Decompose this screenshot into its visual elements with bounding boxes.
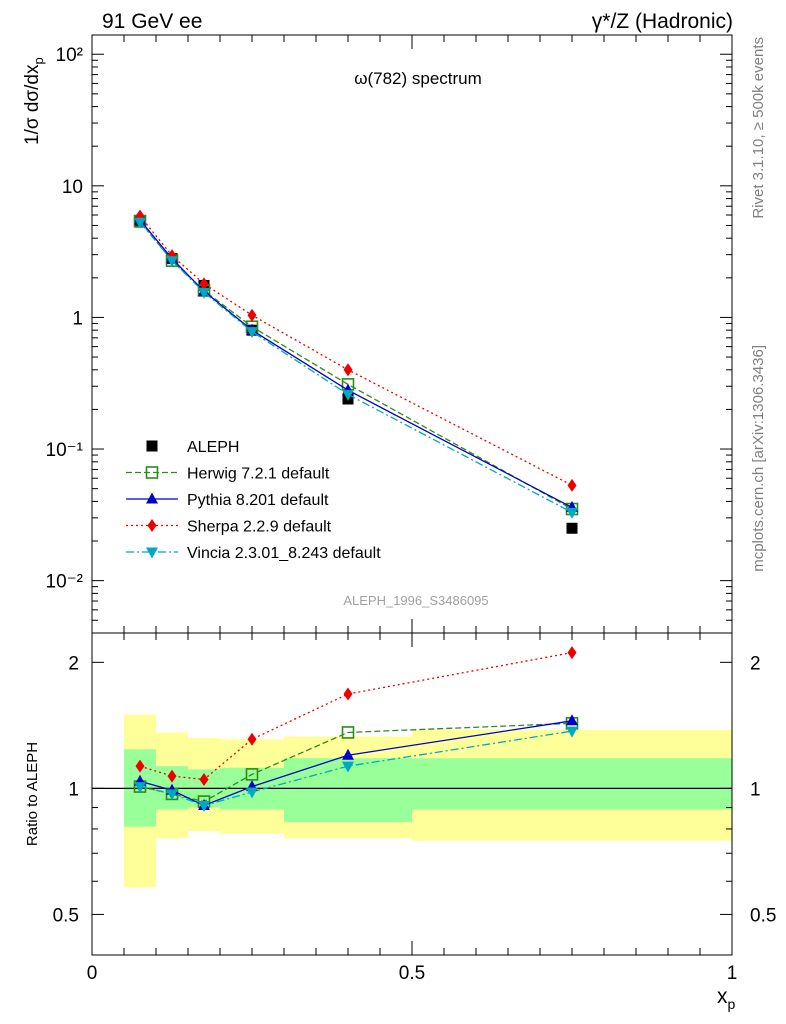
ratio-y-tick-label: 2 xyxy=(68,653,79,674)
ratio-y-tick-label-right: 2 xyxy=(750,653,761,674)
legend-label-pythia-8-201-default: Pythia 8.201 default xyxy=(187,492,329,509)
chart-title: ω(782) spectrum xyxy=(354,69,482,88)
main-y-tick-label: 10 xyxy=(62,177,83,198)
main-line-herwig-7-2-1-default xyxy=(139,220,573,510)
ratio-point-sherpa-2-2-9-default xyxy=(135,759,145,773)
main-y-tick-label: 10² xyxy=(56,45,83,66)
ratio-panel-series xyxy=(133,646,579,813)
x-tick-label: 1 xyxy=(727,963,738,984)
header-right: γ*/Z (Hadronic) xyxy=(592,10,733,33)
main-point-vincia-2-3-01-8-243-default xyxy=(134,217,146,229)
main-point-vincia-2-3-01-8-243-default xyxy=(198,287,210,299)
legend-label-vincia-2-3-01-8-243-default: Vincia 2.3.01_8.243 default xyxy=(187,545,381,562)
main-point-sherpa-2-2-9-default xyxy=(247,308,257,322)
legend-label-herwig-7-2-1-default: Herwig 7.2.1 default xyxy=(187,466,330,483)
mcplots-label: mcplots.cern.ch [arXiv:1306.3436] xyxy=(750,345,767,572)
ratio-y-tick-label-right: 0.5 xyxy=(750,905,776,926)
main-point-vincia-2-3-01-8-243-default xyxy=(342,389,354,401)
ratio-panel-background xyxy=(92,714,732,888)
legend-label-sherpa-2-2-9-default: Sherpa 2.2.9 default xyxy=(187,519,332,536)
ratio-point-vincia-2-3-01-8-243-default xyxy=(134,782,146,794)
main-y-tick-label: 1 xyxy=(72,308,83,329)
legend-marker-vincia-2-3-01-8-243-default xyxy=(146,547,158,559)
main-point-sherpa-2-2-9-default xyxy=(567,478,577,492)
ratio-line-vincia-2-3-01-8-243-default xyxy=(139,730,573,807)
main-point-vincia-2-3-01-8-243-default xyxy=(246,327,258,339)
ratio-point-sherpa-2-2-9-default xyxy=(343,687,353,701)
legend: ALEPH Herwig 7.2.1 default Pythia 8.201 de… xyxy=(126,439,381,562)
ratio-line-pythia-8-201-default xyxy=(139,720,573,807)
x-tick-label: 0 xyxy=(87,963,98,984)
ratio-point-herwig-7-2-1-default xyxy=(341,726,355,739)
ratio-y-tick-label: 1 xyxy=(68,779,79,800)
svg-text:1/σ dσ/dxp: 1/σ dσ/dxp xyxy=(22,57,46,145)
svg-text:xp: xp xyxy=(717,985,736,1012)
main-panel-series xyxy=(133,209,579,534)
ratio-point-vincia-2-3-01-8-243-default xyxy=(246,787,258,799)
ratio-point-vincia-2-3-01-8-243-default xyxy=(566,726,578,738)
ratio-point-vincia-2-3-01-8-243-default xyxy=(198,801,210,813)
main-panel-frame xyxy=(91,34,733,634)
y-axis-label-ratio: Ratio to ALEPH xyxy=(24,742,41,846)
ratio-y-tick-label-right: 1 xyxy=(750,779,761,800)
ratio-point-vincia-2-3-01-8-243-default xyxy=(166,789,178,801)
ratio-point-sherpa-2-2-9-default xyxy=(567,646,577,660)
chart-watermark: ALEPH_1996_S3486095 xyxy=(343,593,488,608)
ratio-band-inner xyxy=(412,758,732,810)
main-point-sherpa-2-2-9-default xyxy=(343,363,353,377)
main-point-vincia-2-3-01-8-243-default xyxy=(566,507,578,519)
ratio-panel-axes: 0.5 0.5 1 1 2 2 0 0.5 1 xyxy=(53,633,776,984)
header-left: 91 GeV ee xyxy=(102,10,202,33)
ratio-point-pythia-8-201-default xyxy=(342,748,354,760)
x-axis-label: xp xyxy=(717,985,736,1012)
main-point-aleph xyxy=(566,522,578,534)
main-y-tick-label: 10⁻² xyxy=(46,572,84,593)
ratio-y-tick-label: 0.5 xyxy=(53,905,79,926)
ratio-point-pythia-8-201-default xyxy=(566,714,578,726)
ratio-point-vincia-2-3-01-8-243-default xyxy=(342,761,354,773)
legend-marker-herwig-7-2-1-default xyxy=(145,466,159,479)
main-panel-axes: 10⁻² 10⁻¹ 1 10 10² xyxy=(46,35,733,634)
main-line-pythia-8-201-default xyxy=(139,219,573,508)
x-tick-label: 0.5 xyxy=(399,963,425,984)
ratio-point-sherpa-2-2-9-default xyxy=(199,773,209,787)
ratio-point-sherpa-2-2-9-default xyxy=(247,732,257,746)
legend-marker-aleph xyxy=(146,440,158,452)
main-y-tick-label: 10⁻¹ xyxy=(46,440,84,461)
legend-marker-sherpa-2-2-9-default xyxy=(147,519,157,532)
y-axis-label-main: 1/σ dσ/dxp xyxy=(22,57,46,145)
ratio-point-herwig-7-2-1-default xyxy=(245,768,259,781)
rivet-label: Rivet 3.1.10, ≥ 500k events xyxy=(750,37,767,219)
ratio-point-sherpa-2-2-9-default xyxy=(167,769,177,783)
main-point-sherpa-2-2-9-default xyxy=(199,277,209,291)
main-point-vincia-2-3-01-8-243-default xyxy=(166,256,178,268)
legend-marker-pythia-8-201-default xyxy=(146,492,158,504)
legend-label-aleph: ALEPH xyxy=(187,439,239,456)
